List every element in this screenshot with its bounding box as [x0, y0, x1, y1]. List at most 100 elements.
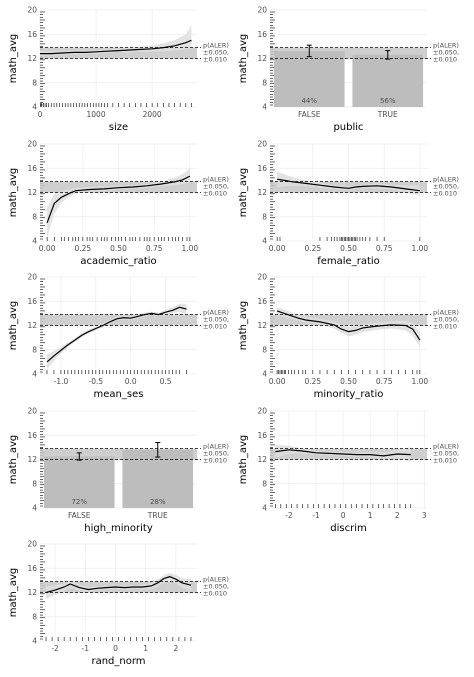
aler-label: p(ALER) [433, 442, 459, 450]
x-tick-label: 0.00 [269, 377, 286, 386]
bar-percent-label: 56% [380, 97, 396, 105]
y-tick-label: 4 [32, 504, 37, 513]
x-tick-label: TRUE [147, 511, 168, 520]
y-tick-label: 20 [27, 273, 37, 282]
y-tick-label: 12 [27, 588, 37, 597]
ci-ribbon [46, 573, 191, 599]
y-tick-label: 16 [27, 564, 37, 573]
y-tick-label: 8 [32, 345, 37, 354]
aler-label: p(ALER) [203, 308, 229, 316]
x-tick-label: 1 [143, 644, 148, 653]
y-tick-label: 8 [32, 612, 37, 621]
x-tick-label: 1.00 [412, 377, 429, 386]
ale-line [275, 449, 411, 457]
y-tick-label: 8 [32, 78, 37, 87]
y-tick-label: 8 [32, 479, 37, 488]
y-tick-label: 16 [257, 297, 267, 306]
x-axis-title: discrim [330, 523, 366, 534]
x-tick-label: -1 [82, 644, 90, 653]
x-tick-label: 0.00 [39, 244, 56, 253]
y-tick-label: 12 [257, 54, 267, 63]
y-tick-label: 12 [257, 321, 267, 330]
y-tick-label: 20 [257, 273, 267, 282]
bar-percent-label: 28% [150, 498, 166, 506]
panel-minority_ratio: p(ALER)±0.050,±0.010 4 8 12 16 20 0.00 0.25 0.50… [238, 273, 459, 401]
x-tick-label: -1 [312, 511, 320, 520]
y-tick-label: 8 [262, 212, 267, 221]
y-tick-label: 4 [32, 237, 37, 246]
y-tick-label: 16 [257, 30, 267, 39]
y-axis-title: math_avg [8, 168, 19, 218]
bar-false [43, 456, 115, 508]
aler-label: p(ALER) [203, 442, 229, 450]
y-axis-title: math_avg [8, 568, 19, 618]
ale-line [40, 39, 192, 55]
y-tick-label: 16 [257, 431, 267, 440]
ale-line [277, 178, 420, 192]
x-axis-title: size [109, 122, 128, 133]
aler-label-050: ±0.050, [203, 315, 229, 323]
y-axis-title: math_avg [238, 435, 249, 485]
aler-label-050: ±0.050, [203, 582, 229, 590]
y-tick-label: 12 [27, 54, 37, 63]
y-tick-label: 4 [32, 637, 37, 646]
y-tick-label: 20 [27, 407, 37, 416]
y-tick-label: 8 [32, 212, 37, 221]
x-tick-label: 0.25 [74, 244, 91, 253]
y-tick-label: 20 [257, 6, 267, 15]
x-tick-label: -1.0 [54, 377, 69, 386]
y-axis-title: math_avg [238, 168, 249, 218]
x-tick-label: FALSE [68, 511, 91, 520]
y-tick-label: 4 [32, 103, 37, 112]
aler-band [270, 314, 427, 326]
aler-label: p(ALER) [433, 175, 459, 183]
x-axis-title: public [333, 122, 363, 133]
aler-label-010: ±0.010 [203, 189, 227, 197]
y-axis-title: math_avg [8, 435, 19, 485]
y-tick-label: 12 [27, 455, 37, 464]
x-tick-label: 0.25 [304, 244, 321, 253]
aler-label-050: ±0.050, [203, 449, 229, 457]
y-tick-label: 8 [262, 78, 267, 87]
panel-high_minority: 72% FALSE 28% TRUE p(ALER)±0.050,±0.010 4 8 12 1… [8, 407, 229, 535]
y-tick-label: 8 [262, 479, 267, 488]
y-tick-label: 20 [27, 540, 37, 549]
aler-label-050: ±0.050, [433, 315, 459, 323]
y-tick-label: 8 [262, 345, 267, 354]
x-tick-label: 2 [173, 644, 178, 653]
aler-label-050: ±0.050, [433, 449, 459, 457]
x-tick-label: 0.50 [110, 244, 127, 253]
y-tick-label: 12 [257, 455, 267, 464]
x-tick-label: 1.00 [182, 244, 199, 253]
y-tick-label: 12 [257, 188, 267, 197]
y-tick-label: 20 [27, 140, 37, 149]
aler-label: p(ALER) [203, 41, 229, 49]
x-tick-label: 0.25 [304, 377, 321, 386]
y-tick-label: 16 [27, 30, 37, 39]
aler-label-050: ±0.050, [203, 182, 229, 190]
x-tick-label: 0.5 [160, 377, 172, 386]
aler-label-010: ±0.010 [433, 456, 457, 464]
x-tick-label: 0.75 [376, 244, 393, 253]
y-tick-label: 16 [27, 431, 37, 440]
panel-female_ratio: p(ALER)±0.050,±0.010 4 8 12 16 20 0.00 0.25 0.50… [238, 140, 459, 268]
aler-label-010: ±0.010 [433, 322, 457, 330]
aler-band [270, 47, 427, 59]
x-tick-label: 1.00 [412, 244, 429, 253]
x-tick-label: 0.50 [340, 244, 357, 253]
y-tick-label: 12 [27, 321, 37, 330]
bar-true [352, 54, 424, 107]
x-tick-label: 0.75 [376, 377, 393, 386]
x-tick-label: 0 [341, 511, 346, 520]
aler-label-010: ±0.010 [203, 55, 227, 63]
y-tick-label: 20 [257, 140, 267, 149]
aler-label-050: ±0.050, [433, 48, 459, 56]
x-tick-label: 0.00 [269, 244, 286, 253]
ci-ribbon [47, 168, 190, 238]
x-tick-label: -2 [51, 644, 59, 653]
y-tick-label: 16 [27, 297, 37, 306]
aler-label: p(ALER) [203, 575, 229, 583]
y-axis-title: math_avg [8, 34, 19, 84]
